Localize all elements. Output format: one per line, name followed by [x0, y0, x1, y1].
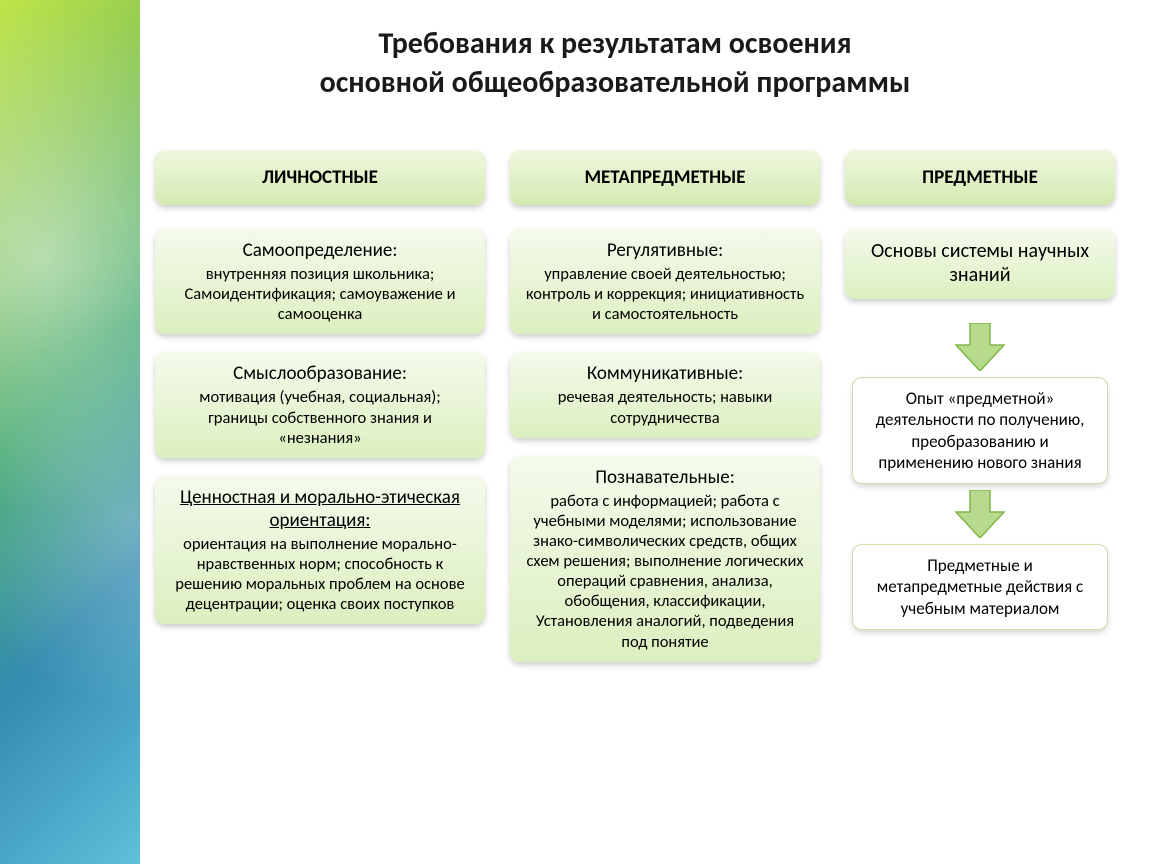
arrow-down-icon — [950, 323, 1010, 371]
card-body: работа с информацией; работа с учебными … — [524, 491, 806, 652]
title-line-1: Требования к результатам освоения — [378, 25, 851, 62]
page-title: Требования к результатам освоения основн… — [120, 24, 1110, 102]
title-line-2: основной общеобразовательной программы — [320, 64, 911, 101]
card-body: Основы системы научных знаний — [859, 239, 1101, 287]
card-body: ориентация на выполнение морально-нравст… — [169, 534, 471, 615]
card-body: управление своей деятельностью; контроль… — [524, 264, 806, 324]
card-meaning-formation: Смыслообразование: мотивация (учебная, с… — [155, 352, 485, 457]
header-subject: ПРЕДМЕТНЫЕ — [845, 150, 1115, 205]
header-meta: МЕТАПРЕДМЕТНЫЕ — [510, 150, 820, 205]
card-cognitive: Познавательные: работа с информацией; ра… — [510, 456, 820, 662]
card-subtitle: Коммуникативные: — [524, 362, 806, 385]
card-body: внутренняя позиция школьника; Самоиденти… — [169, 264, 471, 324]
card-value-orientation: Ценностная и морально-этическая ориентац… — [155, 476, 485, 625]
card-body: речевая деятельность; навыки сотрудничес… — [524, 387, 806, 427]
arrow-down-icon — [950, 490, 1010, 538]
card-body: мотивация (учебная, социальная); границы… — [169, 387, 471, 447]
card-communicative: Коммуникативные: речевая деятельность; н… — [510, 352, 820, 437]
card-activity-experience: Опыт «предметной» деятельности по получе… — [852, 377, 1109, 484]
columns-container: ЛИЧНОСТНЫЕ Самоопределение: внутренняя п… — [155, 150, 1125, 864]
card-knowledge-system: Основы системы научных знаний — [845, 229, 1115, 299]
card-subtitle: Самоопределение: — [169, 239, 471, 262]
card-subtitle: Познавательные: — [524, 466, 806, 489]
card-actions-with-material: Предметные и метапредметные действия с у… — [852, 544, 1109, 630]
card-subtitle: Смыслообразование: — [169, 362, 471, 385]
card-regulatory: Регулятивные: управление своей деятельно… — [510, 229, 820, 334]
column-meta: МЕТАПРЕДМЕТНЫЕ Регулятивные: управление … — [510, 150, 820, 864]
column-personal: ЛИЧНОСТНЫЕ Самоопределение: внутренняя п… — [155, 150, 485, 864]
card-self-determination: Самоопределение: внутренняя позиция школ… — [155, 229, 485, 334]
card-subtitle: Ценностная и морально-этическая ориентац… — [169, 486, 471, 532]
header-personal: ЛИЧНОСТНЫЕ — [155, 150, 485, 205]
card-subtitle: Регулятивные: — [524, 239, 806, 262]
column-subject: ПРЕДМЕТНЫЕ Основы системы научных знаний… — [845, 150, 1115, 864]
